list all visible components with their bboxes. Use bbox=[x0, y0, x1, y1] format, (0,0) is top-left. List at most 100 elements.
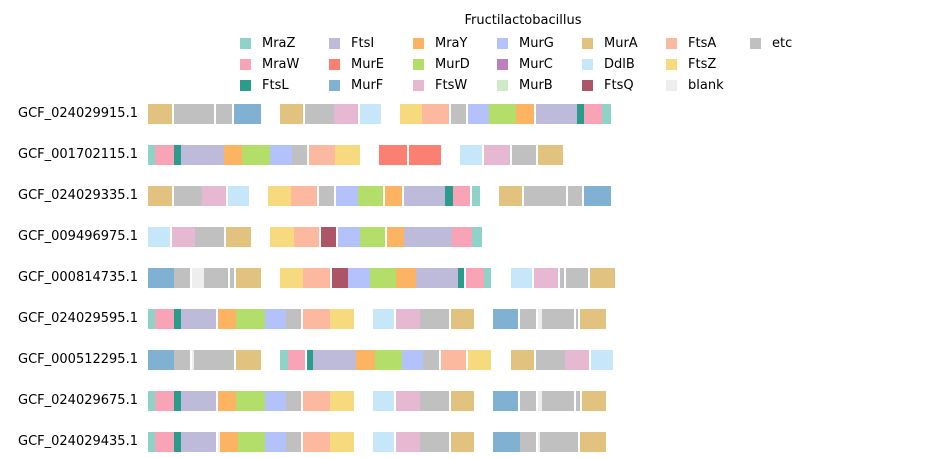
legend-label: MurB bbox=[519, 77, 553, 93]
gene-mura bbox=[538, 145, 563, 165]
gene-etc bbox=[524, 186, 566, 206]
gene-mure bbox=[409, 145, 441, 165]
gene-murg bbox=[336, 186, 358, 206]
gene-ftsa bbox=[303, 432, 330, 452]
gene-murg bbox=[265, 309, 286, 329]
gene-mraz bbox=[148, 391, 155, 411]
gene-ddlb bbox=[360, 104, 381, 124]
gene-ftsq bbox=[321, 227, 336, 247]
legend-item-murg: MurG bbox=[497, 34, 554, 52]
legend-swatch bbox=[329, 58, 340, 70]
legend-item-blank: blank bbox=[666, 76, 724, 94]
legend-swatch bbox=[582, 58, 593, 70]
legend-swatch bbox=[329, 79, 340, 91]
gene-ftsl bbox=[307, 350, 313, 370]
row-label: GCF_024029595.1 bbox=[18, 311, 138, 326]
gene-murf bbox=[234, 104, 261, 124]
legend-item-ftsa: FtsA bbox=[666, 34, 716, 52]
gene-etc bbox=[420, 309, 449, 329]
gene-etc bbox=[560, 268, 564, 288]
gene-murf bbox=[493, 309, 518, 329]
gene-mraw bbox=[584, 104, 602, 124]
gene-murg bbox=[468, 104, 489, 124]
gene-ftsi bbox=[416, 268, 458, 288]
gene-track bbox=[148, 268, 615, 288]
gene-ftsw bbox=[202, 186, 226, 206]
gene-ftsz bbox=[330, 309, 354, 329]
gene-etc bbox=[520, 309, 536, 329]
gene-mray bbox=[356, 350, 375, 370]
gene-blank bbox=[538, 309, 542, 329]
legend-title: Fructilactobacillus bbox=[464, 13, 582, 28]
gene-ddlb bbox=[373, 391, 394, 411]
gene-ftsl bbox=[174, 432, 181, 452]
gene-mray bbox=[218, 309, 236, 329]
gene-ftsw bbox=[334, 104, 358, 124]
gene-ftsi bbox=[404, 186, 445, 206]
legend-label: etc bbox=[772, 35, 793, 51]
gene-mura bbox=[590, 268, 615, 288]
gene-etc bbox=[568, 186, 582, 206]
gene-mraz bbox=[472, 186, 480, 206]
gene-etc bbox=[542, 309, 574, 329]
gene-track bbox=[148, 227, 482, 247]
gene-ddlb bbox=[373, 432, 394, 452]
gene-etc bbox=[286, 432, 301, 452]
gene-murd bbox=[242, 145, 270, 165]
row-label: GCF_000814735.1 bbox=[18, 270, 138, 285]
row-label: GCF_024029335.1 bbox=[18, 188, 138, 203]
legend-label: FtsA bbox=[688, 35, 717, 51]
gene-mura bbox=[226, 227, 251, 247]
legend-label: FtsL bbox=[262, 77, 289, 93]
gene-blank bbox=[538, 391, 542, 411]
legend-swatch bbox=[497, 79, 508, 91]
legend-swatch bbox=[582, 37, 593, 49]
gene-mraz bbox=[602, 104, 611, 124]
legend-swatch bbox=[497, 37, 508, 49]
gene-murf bbox=[148, 268, 174, 288]
gene-track bbox=[148, 309, 606, 329]
gene-mraw bbox=[155, 309, 174, 329]
gene-etc bbox=[520, 391, 536, 411]
gene-etc bbox=[204, 268, 228, 288]
gene-murg bbox=[338, 227, 360, 247]
gene-mray bbox=[218, 391, 236, 411]
legend-item-ftsw: FtsW bbox=[413, 76, 467, 94]
gene-mura bbox=[451, 309, 474, 329]
gene-mraz bbox=[484, 268, 491, 288]
legend-swatch bbox=[240, 79, 251, 91]
gene-mray bbox=[220, 432, 238, 452]
legend-swatch bbox=[582, 79, 593, 91]
row-label: GCF_024029675.1 bbox=[18, 393, 138, 408]
gene-mura bbox=[148, 104, 172, 124]
legend-swatch bbox=[413, 58, 424, 70]
gene-murg bbox=[348, 268, 370, 288]
gene-etc bbox=[305, 104, 334, 124]
legend-label: MraW bbox=[262, 56, 300, 72]
gene-ftsa bbox=[291, 186, 317, 206]
gene-etc bbox=[420, 391, 449, 411]
gene-etc bbox=[174, 186, 202, 206]
gene-mura bbox=[451, 391, 474, 411]
gene-ddlb bbox=[511, 268, 532, 288]
gene-mura bbox=[451, 432, 474, 452]
gene-track bbox=[148, 186, 611, 206]
gene-ftsz bbox=[468, 350, 491, 370]
gene-mraz bbox=[148, 309, 155, 329]
legend-label: FtsZ bbox=[688, 56, 717, 72]
gene-murg bbox=[402, 350, 423, 370]
legend-label: MurG bbox=[519, 35, 554, 51]
gene-etc bbox=[292, 145, 307, 165]
gene-ftsl bbox=[174, 309, 181, 329]
gene-mura bbox=[280, 104, 303, 124]
gene-etc bbox=[451, 104, 466, 124]
gene-ftsz bbox=[335, 145, 360, 165]
gene-murd bbox=[360, 227, 385, 247]
gene-murf bbox=[493, 432, 520, 452]
legend-item-ftsi: FtsI bbox=[329, 34, 374, 52]
gene-mraw bbox=[155, 391, 174, 411]
legend-item-murf: MurF bbox=[329, 76, 383, 94]
gene-etc bbox=[319, 186, 334, 206]
legend-swatch bbox=[666, 58, 677, 70]
legend-label: MurA bbox=[604, 35, 638, 51]
